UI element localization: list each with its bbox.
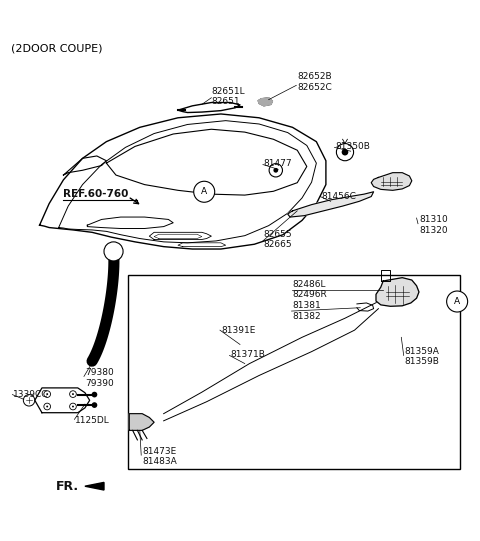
Text: A: A	[454, 297, 460, 306]
Text: 81359A
81359B: 81359A 81359B	[405, 347, 440, 366]
Circle shape	[194, 181, 215, 202]
Text: 1339CC: 1339CC	[13, 390, 49, 399]
Circle shape	[342, 149, 348, 155]
Text: 82651L
82651: 82651L 82651	[211, 87, 245, 106]
Text: 81350B: 81350B	[336, 142, 370, 151]
Circle shape	[446, 291, 468, 312]
Text: (2DOOR COUPE): (2DOOR COUPE)	[11, 44, 102, 54]
Circle shape	[72, 393, 74, 395]
Text: REF.60-760: REF.60-760	[63, 189, 129, 199]
Circle shape	[72, 406, 74, 407]
Polygon shape	[258, 98, 273, 106]
Polygon shape	[129, 414, 154, 431]
Circle shape	[46, 406, 48, 407]
Text: 81456C: 81456C	[321, 192, 356, 201]
Polygon shape	[376, 278, 419, 306]
Text: FR.: FR.	[56, 480, 79, 493]
Text: A: A	[201, 187, 207, 196]
Text: 81310
81320: 81310 81320	[419, 215, 448, 235]
Circle shape	[92, 402, 97, 408]
Text: 81473E
81483A: 81473E 81483A	[142, 447, 177, 466]
Text: 79380
79390: 79380 79390	[85, 368, 114, 387]
Circle shape	[274, 168, 278, 173]
Text: 81477: 81477	[264, 159, 292, 168]
Polygon shape	[371, 173, 412, 190]
Text: 82652B
82652C: 82652B 82652C	[297, 72, 332, 91]
Circle shape	[92, 392, 97, 398]
Circle shape	[104, 242, 123, 261]
Polygon shape	[85, 483, 104, 490]
Text: 1125DL: 1125DL	[75, 417, 110, 425]
Text: 81391E: 81391E	[221, 326, 255, 335]
Text: 82655
82665: 82655 82665	[264, 230, 292, 249]
Bar	[128, 275, 459, 469]
Text: 82486L
82496R: 82486L 82496R	[292, 280, 327, 299]
Polygon shape	[288, 192, 373, 217]
Text: 81381
81382: 81381 81382	[292, 301, 321, 321]
Circle shape	[46, 393, 48, 395]
Text: 81371B: 81371B	[230, 349, 265, 359]
